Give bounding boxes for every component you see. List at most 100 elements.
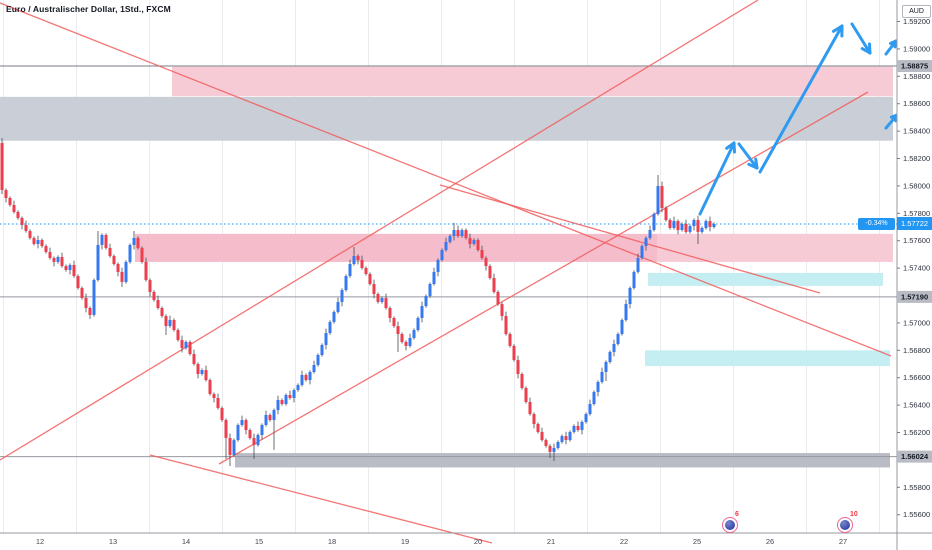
- descending-trendline-bottom[interactable]: [149, 454, 493, 544]
- candle-body: [560, 436, 564, 442]
- demand-zone-2[interactable]: [645, 350, 890, 367]
- candle-body: [252, 437, 256, 445]
- candle-body: [508, 334, 512, 346]
- candle-body: [448, 236, 452, 242]
- candle-body: [292, 390, 296, 398]
- supply-demand-zones[interactable]: [0, 66, 893, 468]
- candle-body: [372, 284, 376, 295]
- forecast-arrow[interactable]: [850, 22, 872, 55]
- time-tick-label: 13: [109, 537, 117, 546]
- time-tick-label: 19: [401, 537, 409, 546]
- candle-body: [620, 320, 624, 335]
- candle-body: [312, 364, 316, 372]
- descending-trendline-major[interactable]: [0, 2, 892, 357]
- candle-body: [696, 220, 700, 232]
- supply-zone-upper[interactable]: [172, 66, 893, 97]
- candle-body: [256, 434, 260, 445]
- candle-body: [24, 224, 28, 231]
- candle-body: [184, 341, 188, 348]
- supply-zone-mid[interactable]: [135, 233, 893, 262]
- candle-body: [492, 277, 496, 292]
- candle-body: [392, 317, 396, 327]
- candle-body: [8, 197, 12, 205]
- candle-body: [92, 280, 96, 315]
- support-zone-gray[interactable]: [235, 453, 890, 468]
- candle-body: [116, 264, 120, 272]
- forecast-arrow[interactable]: [737, 142, 759, 170]
- forecast-arrow[interactable]: [758, 24, 844, 174]
- price-tick-label: 1.56200: [903, 428, 930, 437]
- globe-ball-icon: [724, 519, 735, 530]
- time-tick-label: 25: [693, 537, 701, 546]
- idea-count: 6: [735, 511, 739, 518]
- candle-body: [268, 414, 272, 421]
- price-tick-label: 1.56600: [903, 373, 930, 382]
- price-level-lines[interactable]: [0, 65, 897, 458]
- price-tick-label: 1.58000: [903, 181, 930, 190]
- forecast-arrow[interactable]: [698, 141, 736, 216]
- axis-level-badge-text: 1.56024: [901, 452, 929, 461]
- projection-arrows[interactable]: [698, 22, 899, 216]
- idea-bubble-icon[interactable]: 6: [722, 511, 739, 533]
- candle-body: [172, 320, 176, 331]
- price-axis[interactable]: 1.59200 1.59000 1.58800 1.58600 1.58400 1.582…: [896, 0, 932, 550]
- candle-body: [412, 330, 416, 338]
- symbol-title[interactable]: Euro / Australischer Dollar, 1Std., FXCM: [6, 4, 171, 14]
- supply-zone-mid-overlay[interactable]: [135, 233, 657, 262]
- candle-body: [52, 257, 56, 262]
- ascending-trendline-upper[interactable]: [0, 0, 759, 461]
- candle-body: [664, 207, 668, 221]
- candle-body: [196, 364, 200, 375]
- ascending-trendline-lower[interactable]: [218, 91, 869, 465]
- candle-body: [260, 424, 264, 435]
- candle-body: [120, 271, 124, 282]
- candle-body: [316, 354, 320, 365]
- candle-body: [208, 380, 212, 395]
- idea-bubble-icon[interactable]: 10: [837, 511, 858, 533]
- candle-body: [128, 244, 132, 262]
- time-tick-label: 21: [547, 537, 555, 546]
- price-tick-label: 1.58200: [903, 154, 930, 163]
- candle-body: [432, 271, 436, 285]
- demand-zone-1[interactable]: [648, 272, 883, 286]
- candle-body: [552, 447, 556, 452]
- candle-body: [640, 246, 644, 258]
- time-tick-label: 18: [328, 537, 336, 546]
- time-axis[interactable]: 12 13 14 15 18 19 20 21 22 25 26 27: [0, 532, 932, 546]
- price-tick-label: 1.57000: [903, 318, 930, 327]
- candle-body: [188, 341, 192, 355]
- price-tick-label: 1.56800: [903, 346, 930, 355]
- resistance-zone-gray[interactable]: [0, 96, 893, 141]
- candle-body: [672, 220, 676, 228]
- price-axis-panel[interactable]: [897, 0, 932, 550]
- candle-body: [4, 190, 8, 198]
- globe-ball-icon: [839, 519, 850, 530]
- idea-count: 10: [850, 511, 858, 518]
- trendlines[interactable]: [0, 0, 892, 544]
- candle-body: [368, 274, 372, 285]
- candle-body: [680, 224, 684, 231]
- candle-body: [16, 211, 20, 218]
- candle-body: [600, 371, 604, 382]
- candle-body: [176, 330, 180, 341]
- time-tick-label: 12: [36, 537, 44, 546]
- candle-body: [148, 280, 152, 292]
- candle-body: [512, 345, 516, 361]
- candle-body: [452, 230, 456, 237]
- candle-body: [80, 287, 84, 298]
- currency-badge[interactable]: AUD: [902, 5, 931, 18]
- candle-body: [660, 186, 664, 208]
- candle-body: [624, 304, 628, 321]
- candle-body: [540, 431, 544, 441]
- candle-body: [20, 217, 24, 225]
- candle-body: [280, 400, 284, 405]
- candle-body: [380, 297, 384, 302]
- candle-body: [652, 213, 656, 231]
- candle-body: [604, 361, 608, 372]
- candle-body: [348, 264, 352, 277]
- candle-body: [124, 261, 128, 282]
- candle-body: [548, 445, 552, 452]
- candle-body: [668, 220, 672, 228]
- descending-trendline-minor[interactable]: [439, 184, 821, 294]
